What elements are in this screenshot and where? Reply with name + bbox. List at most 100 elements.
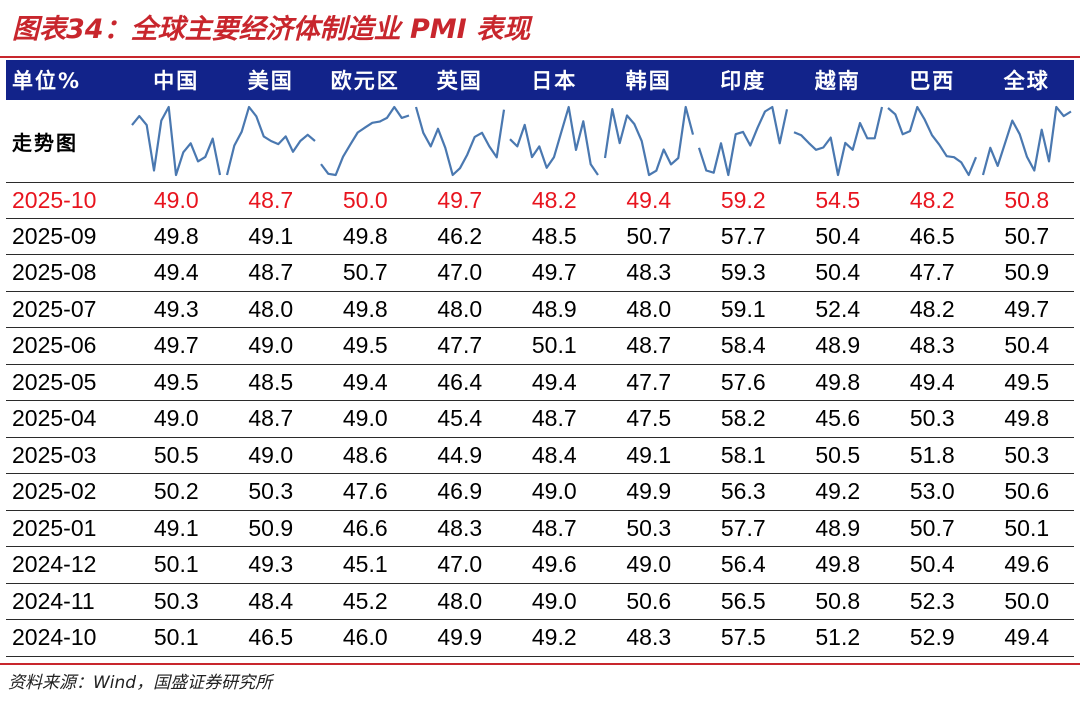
pmi-value: 48.7 (248, 259, 294, 286)
pmi-value: 49.8 (342, 222, 388, 249)
pmi-value: 48.9 (815, 514, 861, 541)
pmi-value: 51.2 (815, 624, 861, 651)
pmi-value: 48.2 (909, 295, 955, 322)
pmi-value: 49.7 (1004, 295, 1050, 322)
row-date: 2024-11 (12, 587, 95, 614)
pmi-value: 46.4 (437, 368, 483, 395)
pmi-value: 58.1 (720, 441, 766, 468)
pmi-value: 48.3 (909, 332, 955, 359)
pmi-value: 58.4 (720, 332, 766, 359)
pmi-value: 48.0 (437, 587, 483, 614)
pmi-value: 50.3 (626, 514, 672, 541)
pmi-value: 49.0 (531, 587, 577, 614)
column-header: 巴西 (909, 69, 956, 93)
row-date: 2025-05 (12, 368, 97, 395)
sparkline-label: 走势图 (12, 130, 78, 155)
sparkline-chart (981, 105, 1072, 176)
pmi-value: 49.4 (531, 368, 577, 395)
pmi-value: 49.4 (1004, 624, 1050, 651)
pmi-value: 50.4 (909, 551, 955, 578)
pmi-value: 48.9 (531, 295, 577, 322)
pmi-value: 52.9 (909, 624, 955, 651)
sparkline-row: 走势图 (6, 100, 1074, 182)
column-header: 越南 (814, 69, 861, 93)
pmi-value: 51.8 (909, 441, 955, 468)
pmi-value: 50.3 (248, 478, 294, 505)
table-row: 2025-05 49.5 48.5 49.4 46.4 49.4 47.7 57.6 49.8 4… (6, 365, 1074, 401)
pmi-value: 50.3 (909, 405, 955, 432)
pmi-value: 49.8 (342, 295, 388, 322)
sparkline-line (225, 105, 316, 176)
pmi-value: 48.0 (248, 295, 294, 322)
table-row: 2025-10 49.0 48.7 50.0 49.7 48.2 49.4 59.2 54.5 4… (6, 182, 1074, 219)
table-row: 2025-08 49.4 48.7 50.7 47.0 49.7 48.3 59.3 50.4 4… (6, 255, 1074, 292)
pmi-value: 49.7 (531, 259, 577, 286)
pmi-value: 48.0 (437, 295, 483, 322)
pmi-value: 49.8 (815, 368, 861, 395)
pmi-value: 49.4 (153, 259, 199, 286)
sparkline-chart (225, 105, 316, 176)
table-row: 2025-04 49.0 48.7 49.0 45.4 48.7 47.5 58.2 45.6 5… (6, 401, 1074, 438)
pmi-value: 48.9 (815, 332, 861, 359)
pmi-value: 50.3 (1004, 441, 1050, 468)
pmi-value: 49.8 (153, 222, 199, 249)
pmi-value: 50.6 (626, 587, 672, 614)
pmi-value: 50.1 (1004, 514, 1050, 541)
column-header: 韩国 (625, 69, 672, 93)
pmi-value: 49.1 (153, 514, 199, 541)
sparkline-line (698, 105, 789, 177)
pmi-value: 48.3 (437, 514, 483, 541)
header-unit: 单位% (12, 69, 82, 93)
pmi-value: 48.4 (531, 441, 577, 468)
pmi-value: 48.7 (626, 332, 672, 359)
pmi-value: 49.7 (153, 332, 199, 359)
column-header: 中国 (153, 69, 200, 93)
sparkline-line (793, 106, 883, 177)
pmi-value: 50.6 (1004, 478, 1050, 505)
pmi-table-body: 2025-10 49.0 48.7 50.0 49.7 48.2 49.4 59.2 54.5 4… (6, 182, 1074, 657)
pmi-value: 57.6 (720, 368, 766, 395)
pmi-value: 48.7 (248, 186, 294, 213)
pmi-value: 49.1 (248, 222, 294, 249)
table-row: 2025-09 49.8 49.1 49.8 46.2 48.5 50.7 57.7 50.4 4… (6, 219, 1074, 255)
sparkline-chart (414, 106, 505, 177)
table-row: 2024-12 50.1 49.3 45.1 47.0 49.6 49.0 56.4 49.8 5… (6, 547, 1074, 584)
table-row: 2025-01 49.1 50.9 46.6 48.3 48.7 50.3 57.7 48.9 5… (6, 511, 1074, 547)
pmi-value: 49.3 (248, 551, 294, 578)
pmi-value: 49.4 (909, 368, 955, 395)
sparkline-chart (698, 105, 789, 177)
pmi-value: 48.2 (909, 186, 955, 213)
pmi-value: 57.7 (720, 222, 766, 249)
pmi-value: 50.5 (153, 441, 199, 468)
pmi-value: 47.7 (437, 332, 483, 359)
pmi-value: 45.1 (342, 551, 388, 578)
pmi-value: 56.3 (720, 478, 766, 505)
pmi-value: 53.0 (909, 478, 955, 505)
pmi-value: 59.1 (720, 295, 766, 322)
pmi-value: 50.9 (248, 514, 294, 541)
row-date: 2024-10 (12, 624, 97, 651)
table-row: 2025-07 49.3 48.0 49.8 48.0 48.9 48.0 59.1 52.4 4… (6, 292, 1074, 328)
pmi-value: 49.0 (153, 186, 199, 213)
sparkline-cell (791, 100, 886, 182)
pmi-value: 49.9 (626, 478, 672, 505)
pmi-value: 57.5 (720, 624, 766, 651)
pmi-value: 49.2 (815, 478, 861, 505)
sparkline-cell (507, 100, 602, 182)
pmi-value: 59.2 (720, 186, 766, 213)
row-date: 2025-10 (12, 186, 97, 213)
pmi-value: 50.7 (909, 514, 955, 541)
pmi-value: 50.7 (626, 222, 672, 249)
pmi-value: 48.7 (248, 405, 294, 432)
pmi-value: 49.6 (531, 551, 577, 578)
pmi-value: 47.7 (626, 368, 672, 395)
pmi-value: 48.3 (626, 624, 672, 651)
pmi-value: 49.0 (248, 441, 294, 468)
column-header: 英国 (436, 69, 483, 93)
pmi-value: 48.2 (531, 186, 577, 213)
pmi-value: 45.4 (437, 405, 483, 432)
pmi-value: 49.0 (153, 405, 199, 432)
pmi-value: 46.2 (437, 222, 483, 249)
pmi-value: 48.0 (626, 295, 672, 322)
pmi-value: 47.7 (909, 259, 955, 286)
